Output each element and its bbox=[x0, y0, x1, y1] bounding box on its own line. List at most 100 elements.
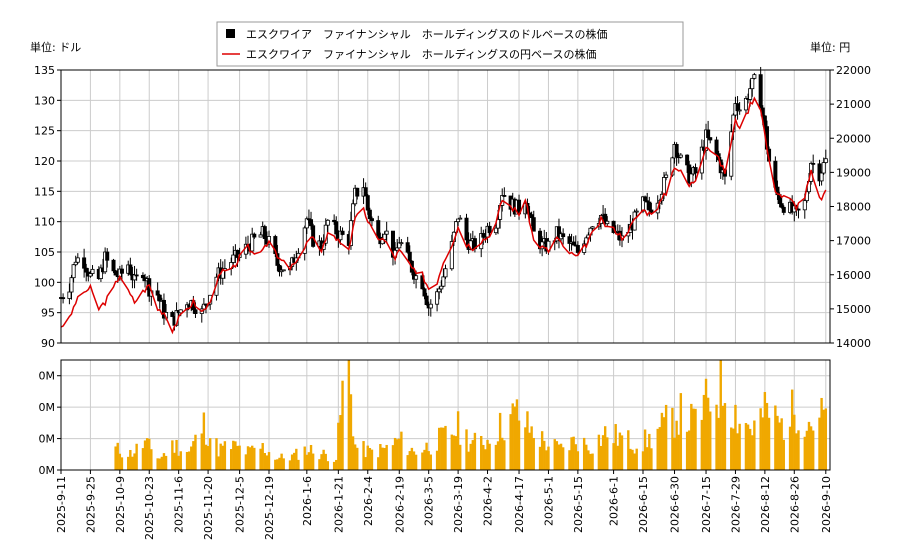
volume-bar bbox=[641, 451, 645, 470]
volume-bar bbox=[221, 445, 224, 470]
candle-body bbox=[407, 251, 412, 262]
candle-body bbox=[567, 236, 572, 244]
candle-body bbox=[647, 201, 652, 211]
volume-bar bbox=[717, 417, 720, 470]
volume-bar bbox=[200, 433, 203, 470]
volume-bar bbox=[597, 434, 601, 470]
x-tick-label: 2025-12-19 bbox=[263, 476, 276, 540]
candle-body bbox=[273, 236, 278, 255]
candle-body bbox=[428, 303, 433, 309]
volume-bar bbox=[194, 434, 197, 470]
volume-bar bbox=[425, 442, 428, 470]
candle-body bbox=[817, 163, 822, 182]
candle-body bbox=[302, 227, 307, 254]
volume-bar bbox=[158, 458, 161, 470]
candle-body bbox=[332, 219, 337, 223]
candle-body bbox=[458, 217, 463, 220]
left-tick-label: 130 bbox=[34, 94, 55, 107]
volume-bar bbox=[175, 439, 178, 470]
volume-bar bbox=[259, 448, 262, 470]
candle-body bbox=[69, 277, 74, 293]
candle-body bbox=[643, 196, 648, 202]
volume-bar bbox=[278, 457, 281, 470]
x-tick-label: 2025-9-25 bbox=[84, 476, 97, 533]
candle-body bbox=[325, 219, 330, 226]
volume-bar bbox=[217, 456, 220, 470]
candle-body bbox=[363, 187, 368, 196]
candle-body bbox=[105, 251, 110, 261]
volume-bar bbox=[297, 459, 300, 470]
left-tick-label: 100 bbox=[34, 276, 55, 289]
volume-bar bbox=[347, 360, 351, 470]
volume-bar bbox=[385, 444, 388, 470]
left-tick-label: 90 bbox=[41, 337, 55, 350]
candle-body bbox=[748, 88, 753, 100]
volume-bar bbox=[818, 417, 821, 470]
candle-body bbox=[464, 217, 469, 241]
legend: エスクワイア ファイナンシャル ホールディングスのドルベースの株価 エスクワイア… bbox=[216, 21, 684, 67]
candle-body bbox=[439, 285, 444, 290]
candle-body bbox=[435, 291, 440, 305]
volume-bar bbox=[244, 454, 248, 470]
candle-body bbox=[737, 109, 742, 112]
volume-bar bbox=[643, 429, 647, 470]
volume-bar bbox=[599, 445, 603, 470]
volume-bar bbox=[603, 426, 607, 470]
volume-bar bbox=[353, 444, 357, 470]
volume-bar bbox=[202, 412, 206, 470]
x-tick-label: 2025-12-5 bbox=[234, 476, 247, 533]
price-grid bbox=[60, 69, 830, 344]
volume-bar bbox=[793, 414, 796, 470]
candle-body bbox=[311, 225, 316, 247]
volume-bar bbox=[484, 449, 487, 470]
volume-bar bbox=[540, 431, 544, 470]
candle-body bbox=[281, 269, 286, 272]
volume-bar bbox=[574, 444, 577, 470]
volume-bar bbox=[629, 448, 632, 470]
legend-box bbox=[216, 21, 684, 67]
volume-bar bbox=[467, 451, 470, 470]
x-tick-label: 2026-2-4 bbox=[362, 476, 375, 526]
volume-bar bbox=[223, 441, 227, 470]
volume-bar bbox=[807, 421, 811, 470]
volume-bar bbox=[656, 428, 659, 470]
volume-bar bbox=[421, 452, 424, 470]
volume-bar bbox=[765, 402, 769, 470]
candle-body bbox=[61, 297, 66, 300]
candle-body bbox=[571, 241, 576, 246]
candle-body bbox=[231, 254, 236, 263]
volume-bar bbox=[156, 458, 159, 470]
volume-bar bbox=[332, 461, 336, 470]
candle-body bbox=[819, 172, 824, 182]
volume-bar bbox=[190, 446, 193, 470]
volume-bar bbox=[553, 439, 556, 470]
volume-bar bbox=[293, 452, 296, 470]
volume-bar bbox=[614, 424, 617, 470]
x-tick-label: 2026-5-1 bbox=[542, 476, 555, 526]
volume-bar bbox=[822, 409, 825, 470]
candle-body bbox=[75, 257, 80, 263]
candle-body bbox=[704, 129, 709, 151]
candle-body bbox=[405, 242, 410, 253]
candle-body bbox=[670, 157, 675, 176]
volume-bar bbox=[675, 420, 678, 470]
candle-body bbox=[250, 233, 255, 252]
price-plot-area bbox=[61, 70, 830, 343]
x-tick-label: 2026-8-12 bbox=[759, 476, 772, 533]
volume-bar bbox=[150, 449, 153, 470]
candle-body bbox=[277, 265, 282, 273]
volume-bar bbox=[734, 404, 737, 470]
candle-body bbox=[262, 226, 267, 239]
candle-body bbox=[161, 299, 166, 319]
left-tick-label: 115 bbox=[34, 185, 55, 198]
volume-bar bbox=[303, 446, 306, 470]
volume-bar bbox=[248, 447, 252, 470]
volume-bar bbox=[738, 423, 741, 470]
x-tick-label: 2025-11-20 bbox=[202, 476, 215, 540]
volume-bar bbox=[545, 450, 548, 470]
volume-bar bbox=[454, 436, 458, 470]
volume-bar bbox=[631, 449, 634, 470]
candle-body bbox=[664, 174, 669, 178]
volume-bar bbox=[706, 397, 710, 470]
